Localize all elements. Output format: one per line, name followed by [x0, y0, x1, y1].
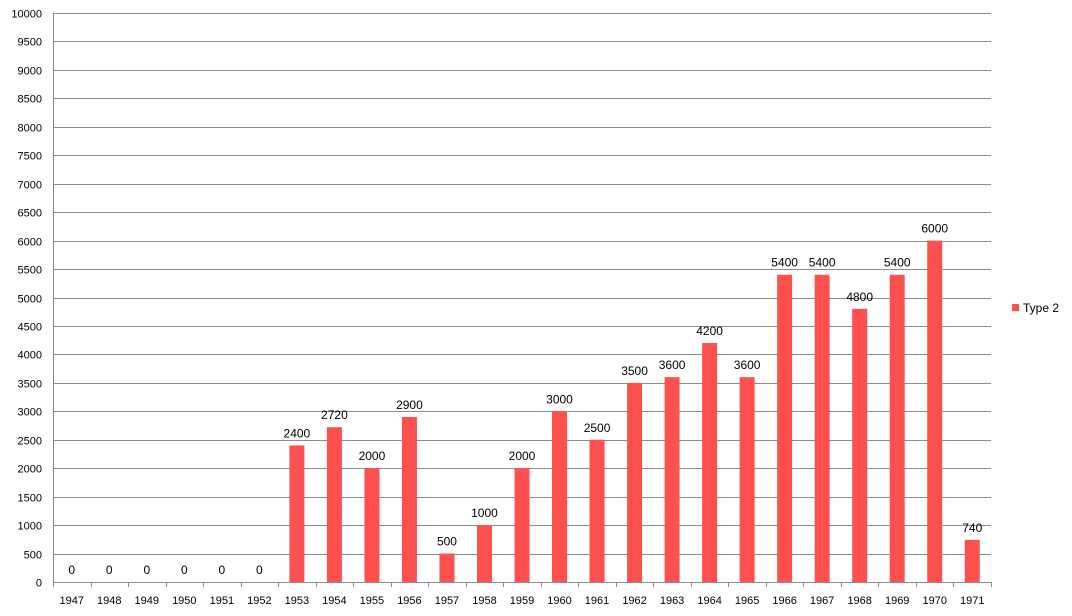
x-tick-label: 1955: [360, 595, 384, 607]
bar: [777, 274, 793, 582]
x-tick-label: 1956: [397, 595, 421, 607]
x-tick-label: 1963: [660, 595, 684, 607]
data-label: 0: [181, 563, 188, 577]
bar: [739, 377, 755, 582]
x-tick-label: 1960: [547, 595, 571, 607]
x-tick-label: 1958: [472, 595, 496, 607]
data-label: 3500: [621, 364, 648, 378]
data-label: 2400: [284, 426, 311, 440]
bar: [364, 468, 380, 582]
y-tick-label: 0: [36, 578, 42, 590]
data-label: 3600: [734, 358, 761, 372]
y-axis-tick-labels: 0 500 1000 1500 2000 2500 3000 3500 4000 4500 5000…: [11, 9, 42, 590]
y-tick-label: 3000: [18, 407, 42, 419]
bar: [702, 343, 718, 582]
y-tick-label: 9000: [18, 66, 42, 78]
y-tick-label: 6500: [18, 208, 42, 220]
x-axis-tick-labels: 1947 1948 1949 1950 1951 1952 1953 1954 1955 1956…: [60, 595, 985, 607]
x-tick-label: 1953: [285, 595, 309, 607]
y-tick-label: 5500: [18, 265, 42, 277]
bar: [326, 427, 342, 582]
y-tick-label: 7500: [18, 151, 42, 163]
x-tick-label: 1950: [172, 595, 196, 607]
x-tick-label: 1951: [210, 595, 234, 607]
legend: Type 2: [1012, 301, 1059, 315]
data-label: 0: [68, 563, 75, 577]
data-label: 4800: [846, 290, 873, 304]
legend-swatch-type-2: [1012, 304, 1019, 311]
y-tick-label: 8500: [18, 94, 42, 106]
legend-label-type-2: Type 2: [1023, 301, 1059, 315]
data-label: 500: [437, 535, 457, 549]
x-tick-label: 1961: [585, 595, 609, 607]
data-label: 3000: [546, 392, 573, 406]
y-tick-label: 8000: [18, 123, 42, 135]
grid-lines: [53, 13, 992, 587]
y-tick-label: 9500: [18, 37, 42, 49]
bar: [664, 377, 680, 582]
x-tick-label: 1947: [60, 595, 84, 607]
data-label: 6000: [921, 222, 948, 236]
x-tick-label: 1949: [135, 595, 159, 607]
bar: [401, 416, 417, 582]
x-tick-label: 1970: [922, 595, 946, 607]
x-tick-label: 1966: [772, 595, 796, 607]
x-tick-label: 1964: [697, 595, 721, 607]
data-label: 2500: [584, 421, 611, 435]
y-tick-label: 2500: [18, 436, 42, 448]
y-tick-label: 3500: [18, 379, 42, 391]
data-labels: 0 0 0 0 0 0 2400 2720 2000 2900 500 1000 2000 3000 250…: [68, 222, 982, 577]
bar: [289, 445, 305, 582]
bars: [289, 240, 980, 582]
y-tick-label: 4500: [18, 322, 42, 334]
data-label: 0: [218, 563, 225, 577]
x-tick-label: 1962: [622, 595, 646, 607]
y-tick-label: 10000: [11, 9, 42, 21]
bar: [889, 274, 905, 582]
data-label: 5400: [884, 256, 911, 270]
x-tick-label: 1971: [960, 595, 984, 607]
bar: [927, 240, 943, 582]
y-tick-label: 1500: [18, 493, 42, 505]
data-label: 0: [143, 563, 150, 577]
x-tick-label: 1959: [510, 595, 534, 607]
y-tick-label: 6000: [18, 237, 42, 249]
y-tick-label: 2000: [18, 464, 42, 476]
data-label: 0: [106, 563, 113, 577]
data-label: 4200: [696, 324, 723, 338]
data-label: 740: [962, 521, 982, 535]
y-tick-label: 5000: [18, 294, 42, 306]
bar: [589, 439, 605, 582]
x-tick-label: 1952: [247, 595, 271, 607]
x-tick-label: 1954: [322, 595, 346, 607]
bar: [514, 468, 530, 582]
data-label: 2900: [396, 398, 423, 412]
bar: [439, 553, 455, 582]
y-tick-label: 1000: [18, 521, 42, 533]
y-tick-label: 4000: [18, 350, 42, 362]
data-label: 0: [256, 563, 263, 577]
data-label: 3600: [659, 358, 686, 372]
x-tick-label: 1965: [735, 595, 759, 607]
bar: [627, 382, 643, 582]
y-tick-label: 7000: [18, 180, 42, 192]
data-label: 5400: [809, 256, 836, 270]
bar: [852, 308, 868, 582]
data-label: 2000: [509, 449, 536, 463]
bar: [552, 411, 568, 582]
x-tick-label: 1948: [97, 595, 121, 607]
x-tick-label: 1957: [435, 595, 459, 607]
bar: [476, 525, 492, 582]
x-tick-label: 1969: [885, 595, 909, 607]
x-tick-label: 1968: [847, 595, 871, 607]
data-label: 2720: [321, 408, 348, 422]
data-label: 2000: [359, 449, 386, 463]
data-label: 1000: [471, 506, 498, 520]
data-label: 5400: [771, 256, 798, 270]
x-tick-label: 1967: [810, 595, 834, 607]
y-tick-label: 500: [24, 550, 42, 562]
bar: [964, 539, 980, 582]
bar: [814, 274, 830, 582]
